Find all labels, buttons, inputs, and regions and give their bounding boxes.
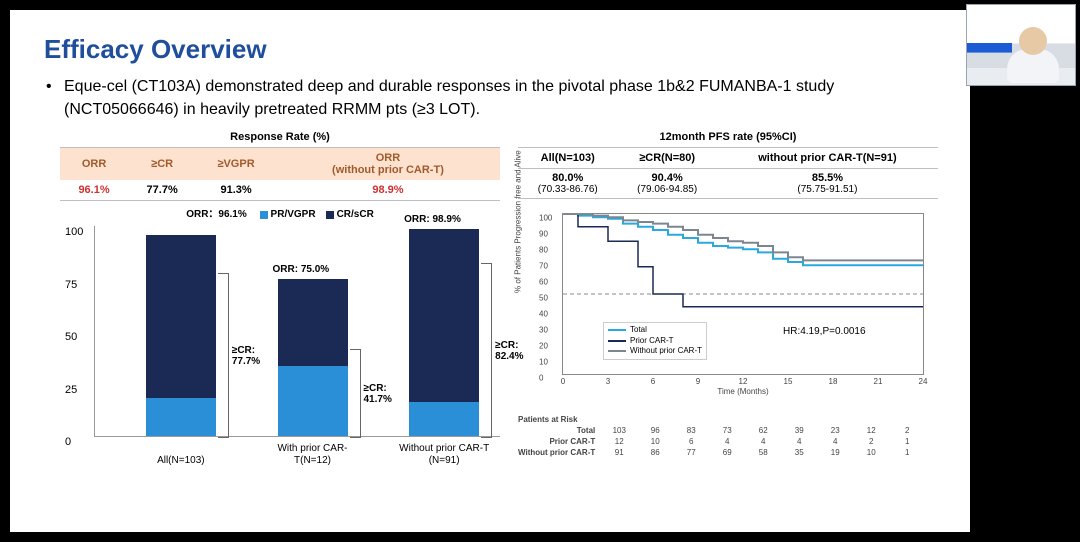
patients-at-risk: Patients at RiskTotal103968373623923122P…	[518, 415, 938, 458]
km-chart: % of Patients Progression free and Alive…	[518, 213, 938, 413]
pfs-table-title: 12month PFS rate (95%CI)	[518, 127, 938, 148]
bar-chart: 0255075100All(N=103)≥CR: 77.7%With prior…	[60, 226, 500, 481]
bar	[409, 229, 479, 437]
stage: Efficacy Overview • Eque-cel (CT103A) de…	[0, 0, 1080, 542]
panels: Response Rate (%) ORR≥CR≥VGPRORR (withou…	[10, 121, 970, 481]
slide-title: Efficacy Overview	[10, 10, 970, 65]
response-table-title: Response Rate (%)	[60, 127, 500, 148]
bar	[278, 279, 348, 436]
km-legend: TotalPrior CAR-TWithout prior CAR-T	[603, 322, 707, 359]
right-panel: 12month PFS rate (95%CI) All(N=103)≥CR(N…	[518, 127, 938, 481]
left-panel: Response Rate (%) ORR≥CR≥VGPRORR (withou…	[60, 127, 500, 481]
bar	[146, 235, 216, 437]
response-rate-table: Response Rate (%) ORR≥CR≥VGPRORR (withou…	[60, 127, 500, 201]
pfs-table: 12month PFS rate (95%CI) All(N=103)≥CR(N…	[518, 127, 938, 199]
slide: Efficacy Overview • Eque-cel (CT103A) de…	[10, 10, 970, 532]
bullet: • Eque-cel (CT103A) demonstrated deep an…	[10, 65, 970, 121]
bullet-text: Eque-cel (CT103A) demonstrated deep and …	[64, 75, 930, 121]
km-hr-label: HR:4.19,P=0.0016	[783, 326, 866, 337]
webcam-thumbnail[interactable]	[966, 4, 1076, 86]
